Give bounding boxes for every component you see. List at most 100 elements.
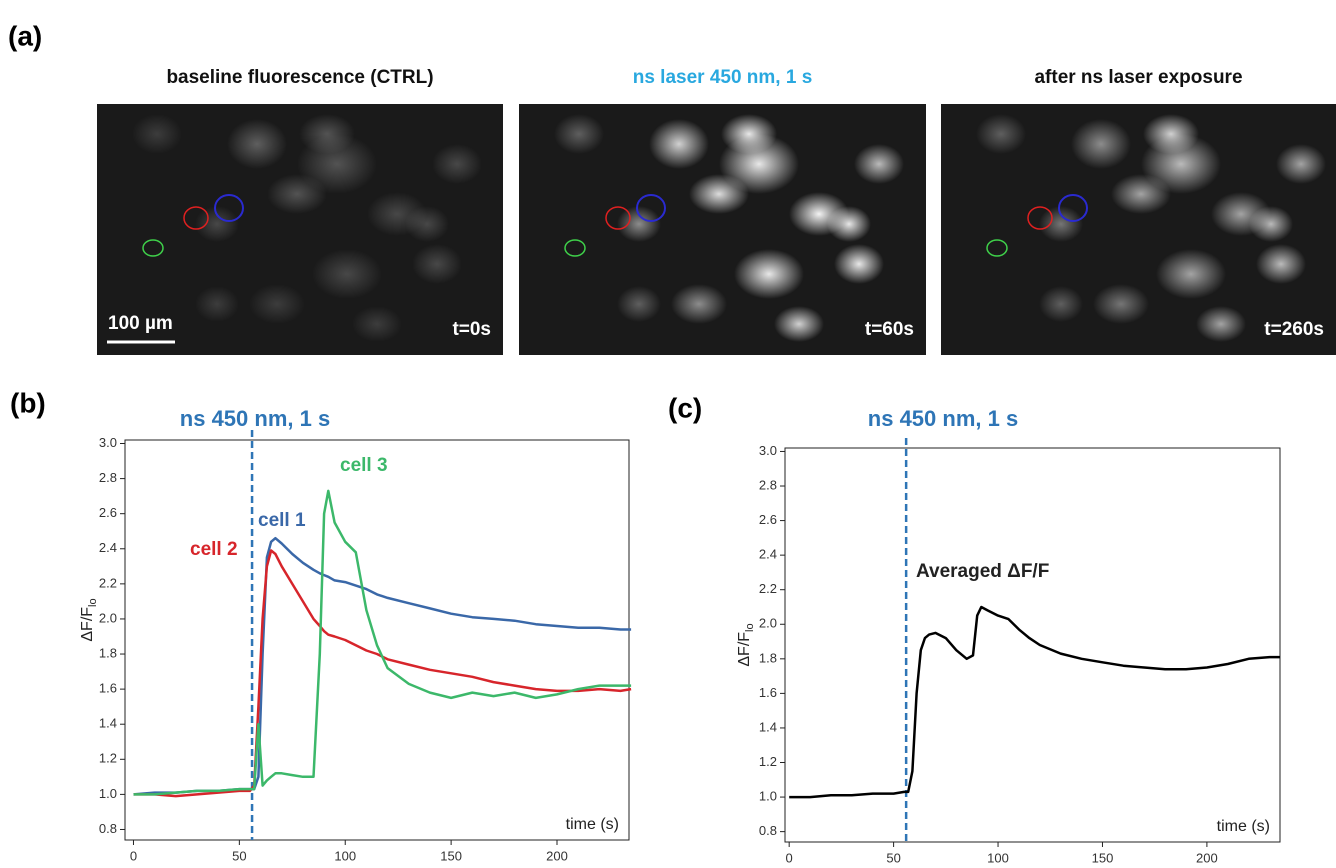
cell-blob [1156, 249, 1226, 299]
x-tick-label: 50 [232, 848, 246, 863]
cell-blob [671, 284, 727, 324]
plot-frame [784, 447, 1281, 843]
cell-blob [1093, 284, 1149, 324]
y-axis-label-main: ΔF/F [79, 607, 96, 642]
cell-blob [617, 286, 661, 322]
y-tick-label: 1.4 [759, 719, 777, 734]
y-tick-label: 1.2 [759, 754, 777, 769]
y-axis-label: ΔF/Flo [79, 598, 99, 641]
x-tick-label: 150 [1092, 850, 1114, 865]
y-tick-label: 0.8 [759, 823, 777, 838]
y-tick-label: 2.0 [99, 610, 117, 625]
roi-green [986, 239, 1008, 257]
plot-frame [124, 439, 630, 841]
cell-blob [1256, 244, 1306, 284]
cell-blob [195, 206, 239, 242]
image-title: baseline fluorescence (CTRL) [166, 67, 433, 88]
roi-red [605, 206, 631, 230]
time-label: t=260s [1264, 319, 1324, 340]
roi-blue [636, 194, 666, 222]
y-tick-label: 2.6 [99, 505, 117, 520]
cell-blob [689, 174, 749, 214]
stimulus-label: ns 450 nm, 1 s [868, 406, 1018, 431]
y-tick-label: 1.2 [99, 751, 117, 766]
y-tick-label: 1.6 [759, 685, 777, 700]
time-label: t=0s [452, 319, 491, 340]
y-tick-label: 3.0 [99, 435, 117, 450]
micrograph [941, 104, 1336, 355]
x-tick-label: 50 [886, 850, 900, 865]
x-axis-label: time (s) [1217, 818, 1270, 835]
cell-blob [312, 249, 382, 299]
cell-blob [1039, 206, 1083, 242]
y-tick-label: 1.6 [99, 681, 117, 696]
scale-bar-label: 100 µm [108, 313, 173, 334]
y-tick-label: 1.0 [99, 786, 117, 801]
y-tick-label: 1.8 [759, 650, 777, 665]
y-tick-label: 1.0 [759, 789, 777, 804]
x-axis-label: time (s) [566, 816, 619, 833]
cell-blob [734, 249, 804, 299]
y-tick-label: 1.8 [99, 645, 117, 660]
cell-blob [649, 119, 709, 169]
micrograph [519, 104, 926, 355]
y-tick-label: 2.2 [99, 575, 117, 590]
data-line [133, 536, 632, 796]
cell-blob [132, 114, 182, 154]
roi-green [564, 239, 586, 257]
cell-blob [617, 206, 661, 242]
cell-blob [1071, 119, 1131, 169]
cell-blob [774, 306, 824, 342]
y-tick-label: 2.6 [759, 512, 777, 527]
series-label: cell 2 [190, 539, 238, 560]
y-tick-label: 2.4 [759, 547, 777, 562]
cell-blob [721, 114, 777, 154]
cell-blob [412, 244, 462, 284]
data-line [789, 605, 1280, 799]
y-axis-label-sub: lo [87, 598, 99, 607]
x-tick-label: 200 [546, 848, 568, 863]
cell-blob [1196, 306, 1246, 342]
time-label: t=60s [865, 319, 914, 340]
y-tick-label: 2.0 [759, 616, 777, 631]
x-tick-label: 0 [130, 848, 137, 863]
cell-blob [1111, 174, 1171, 214]
stimulus-label: ns 450 nm, 1 s [180, 406, 330, 431]
series-label: cell 1 [258, 510, 306, 531]
cell-blob [834, 244, 884, 284]
panel-label: (a) [8, 20, 42, 51]
micrograph [97, 104, 503, 355]
y-tick-label: 0.8 [99, 821, 117, 836]
x-tick-label: 100 [334, 848, 356, 863]
cell-blob [1276, 144, 1326, 184]
cell-blob [976, 114, 1026, 154]
y-tick-label: 2.8 [759, 477, 777, 492]
cell-blob [299, 114, 355, 154]
data-line [133, 549, 632, 798]
roi-red [183, 206, 209, 230]
cell-blob [227, 119, 287, 169]
series-label: Averaged ΔF/F [916, 561, 1049, 582]
y-axis-label: ΔF/Flo [736, 623, 756, 666]
y-axis-label-sub: lo [744, 623, 756, 632]
cell-blob [1143, 114, 1199, 154]
roi-green [142, 239, 164, 257]
cell-blob [249, 284, 305, 324]
image-title: ns laser 450 nm, 1 s [633, 67, 813, 88]
panel-label: (c) [668, 392, 702, 423]
panel-label: (b) [10, 387, 46, 418]
x-tick-label: 200 [1196, 850, 1218, 865]
x-tick-label: 150 [440, 848, 462, 863]
cell-blob [1039, 286, 1083, 322]
y-tick-label: 2.8 [99, 470, 117, 485]
image-title: after ns laser exposure [1034, 67, 1242, 88]
cell-blob [854, 144, 904, 184]
data-line [133, 489, 632, 796]
y-tick-label: 1.4 [99, 716, 117, 731]
roi-blue [1058, 194, 1088, 222]
roi-red [1027, 206, 1053, 230]
y-axis-label-main: ΔF/F [736, 632, 753, 667]
cell-blob [432, 144, 482, 184]
cell-blob [352, 306, 402, 342]
